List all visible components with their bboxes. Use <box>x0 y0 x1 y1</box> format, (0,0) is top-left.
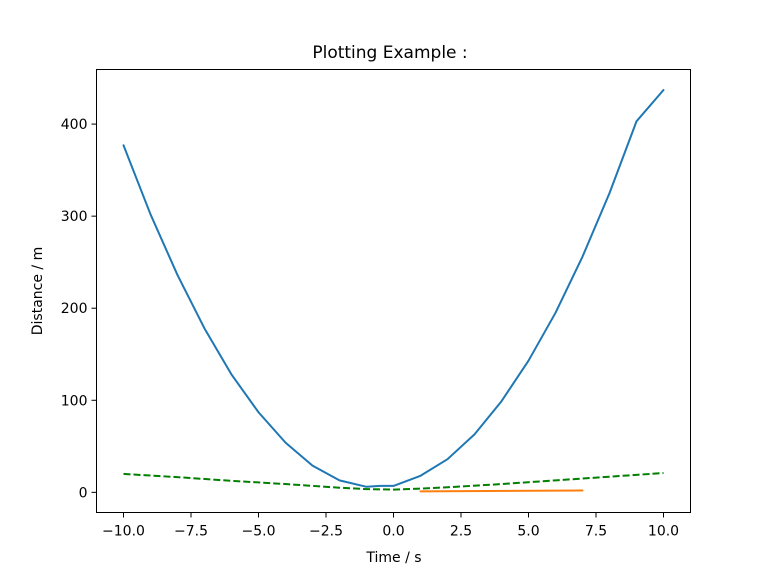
x-tick-label: −7.5 <box>174 524 208 540</box>
x-tick-label: 5.0 <box>517 524 539 540</box>
series-line-1 <box>122 89 665 488</box>
x-tick-label: 7.5 <box>585 524 607 540</box>
x-tick-label: 10.0 <box>648 524 679 540</box>
chart-title: Plotting Example : <box>312 43 467 63</box>
y-tick-label: 400 <box>61 117 88 133</box>
y-tick-label: 100 <box>61 393 88 409</box>
y-axis: 0 100 200 300 400 <box>61 117 97 501</box>
x-tick-label: 0.0 <box>382 524 404 540</box>
series-line-2 <box>419 489 584 493</box>
y-axis-label: Distance / m <box>30 247 46 335</box>
x-tick-label: −2.5 <box>309 524 343 540</box>
x-tick-label: −5.0 <box>242 524 276 540</box>
x-axis-label: Time / s <box>365 550 421 566</box>
series-line-3 <box>123 472 664 491</box>
y-tick-label: 300 <box>61 209 88 225</box>
y-tick-label: 0 <box>79 485 88 501</box>
x-tick-label: −10.0 <box>102 524 145 540</box>
y-tick-label: 200 <box>61 301 88 317</box>
plot-area <box>122 89 665 493</box>
x-axis: −10.0 −7.5 −5.0 −2.5 0.0 2.5 5.0 7.5 10.0 <box>102 512 679 540</box>
x-tick-label: 2.5 <box>450 524 472 540</box>
